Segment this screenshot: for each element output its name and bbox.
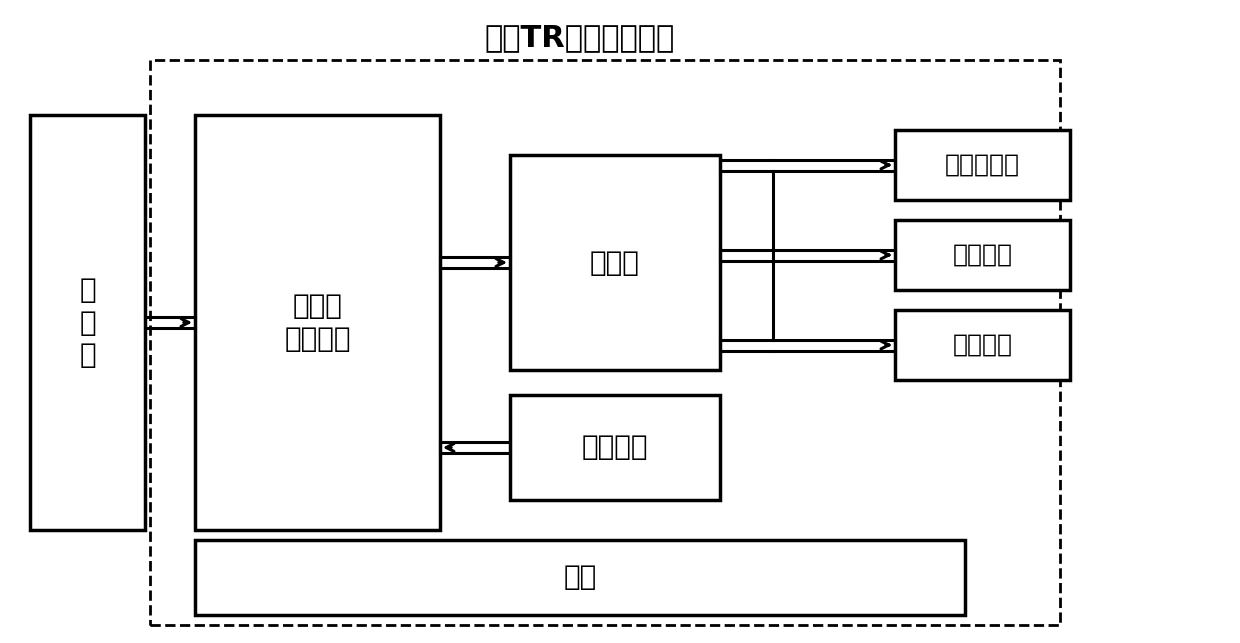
- Text: 可编程
逻辑器件: 可编程 逻辑器件: [284, 293, 351, 353]
- Text: 功放电路: 功放电路: [952, 243, 1013, 267]
- Text: 驱动器: 驱动器: [590, 248, 640, 276]
- Text: 传统TR组件控制电路: 传统TR组件控制电路: [485, 24, 675, 53]
- Text: 波
控
机: 波 控 机: [79, 276, 95, 369]
- Text: 监测电路: 监测电路: [582, 433, 649, 462]
- Bar: [195, 115, 440, 530]
- Bar: [195, 540, 965, 615]
- Bar: [895, 220, 1070, 290]
- Text: 多功能电路: 多功能电路: [945, 153, 1021, 177]
- Bar: [510, 155, 720, 370]
- Bar: [510, 395, 720, 500]
- Text: 环放电路: 环放电路: [952, 333, 1013, 357]
- Bar: [895, 310, 1070, 380]
- Text: 电源: 电源: [563, 563, 596, 592]
- Bar: [895, 130, 1070, 200]
- Bar: [150, 60, 1060, 625]
- Bar: [30, 115, 145, 530]
